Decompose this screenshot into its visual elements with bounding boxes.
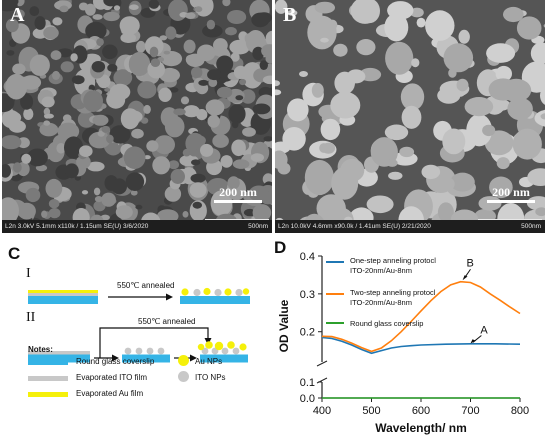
annotation-label: B bbox=[467, 258, 474, 270]
sem-scale-a: 500nm bbox=[248, 223, 268, 230]
legend-label-3: Round glass coverslip bbox=[350, 319, 423, 328]
series-line bbox=[321, 280, 521, 353]
step2-bracket-arrow bbox=[99, 327, 212, 358]
legend-swatch-au-film bbox=[28, 392, 68, 397]
x-tick-label: 700 bbox=[461, 405, 479, 417]
annotation-label: A bbox=[480, 325, 488, 337]
sem-texture-a bbox=[2, 0, 272, 233]
step2-arrow-1 bbox=[94, 354, 119, 362]
legend-swatch-ito-film bbox=[28, 376, 68, 381]
panel-a-letter: A bbox=[10, 4, 25, 26]
panel-c-letter: C bbox=[8, 244, 21, 263]
step2-initial-substrate bbox=[28, 351, 90, 363]
x-tick-label: 400 bbox=[313, 405, 331, 417]
legend-label-2-line2: ITO-20nm/Au-8nm bbox=[350, 298, 412, 307]
series-line bbox=[321, 336, 521, 355]
y-tick-label: 0.2 bbox=[300, 327, 315, 339]
y-tick-label: 0.1 bbox=[300, 377, 315, 389]
x-tick-label: 500 bbox=[362, 405, 380, 417]
x-axis-label: Wavelength/ nm bbox=[375, 421, 467, 435]
x-tick-label: 600 bbox=[412, 405, 430, 417]
process-schematic bbox=[28, 287, 250, 363]
notes-title: Notes: bbox=[28, 345, 53, 354]
legend-label-1-line2: ITO-20nm/Au-8nm bbox=[350, 266, 412, 275]
ruler-a bbox=[205, 215, 269, 220]
legend-label-ito-film: Evaporated ITO film bbox=[76, 373, 147, 382]
legend-label-glass: Round glass coverslip bbox=[76, 357, 155, 366]
panel-b-letter: B bbox=[283, 4, 297, 26]
scale-bar-b: 200 nm bbox=[487, 186, 535, 203]
sem-image-a: A 200 nm L2n 3.0kV 5.1mm x110k / 1.15um … bbox=[2, 0, 272, 233]
axis-break-mark bbox=[316, 360, 328, 367]
step1-arrow bbox=[108, 293, 173, 301]
scale-bar-a-label: 200 nm bbox=[219, 185, 257, 199]
step2-label: 550℃ annealed bbox=[138, 317, 196, 326]
legend-label-au-film: Evaporated Au film bbox=[76, 389, 144, 398]
annotation-arrowhead bbox=[470, 339, 476, 344]
sem-image-b: B 200 nm L2n 10.0kV 4.6mm x90.0k / 1.41u… bbox=[275, 0, 545, 233]
y-tick-label: 0.4 bbox=[300, 251, 315, 263]
sem-info-b: L2n 10.0kV 4.6mm x90.0k / 1.41um SE(U) 2… bbox=[278, 223, 431, 230]
legend-label-au-nps: Au NPs bbox=[195, 357, 223, 366]
legend-swatch-glass bbox=[28, 360, 68, 365]
scale-bar-a: 200 nm bbox=[214, 186, 262, 203]
od-spectrum-chart: 0.2 0.3 0.4 0.0 0.1 400 500 600 700 800 Wavelength… bbox=[277, 251, 529, 435]
scale-bar-b-line bbox=[487, 200, 535, 203]
legend-label-1: One-step anneling protocl bbox=[350, 256, 436, 265]
step2-roman: II bbox=[26, 310, 36, 325]
step2-intermediate-substrate bbox=[122, 347, 170, 363]
scale-bar-a-line bbox=[214, 200, 262, 203]
step1-label: 550℃ annealed bbox=[117, 281, 175, 290]
legend-label-ito-nps: ITO NPs bbox=[195, 373, 226, 382]
sem-texture-b bbox=[275, 0, 545, 233]
step2-final-substrate bbox=[197, 341, 248, 363]
sem-info-bar-a: L2n 3.0kV 5.1mm x110k / 1.15um SE(U) 3/6… bbox=[2, 220, 272, 233]
legend-dot-ito-nps bbox=[178, 371, 189, 382]
legend-dot-au-nps bbox=[178, 355, 189, 366]
scale-bar-b-label: 200 nm bbox=[492, 185, 530, 199]
ruler-b bbox=[478, 215, 542, 220]
sem-scale-b: 500nm bbox=[521, 223, 541, 230]
step1-annealed-substrate bbox=[180, 287, 250, 304]
step1-initial-substrate bbox=[28, 290, 98, 304]
annotation-arrowhead bbox=[462, 275, 468, 281]
y-tick-label: 0.3 bbox=[300, 289, 315, 301]
panel-d-letter: D bbox=[274, 238, 287, 257]
sem-info-bar-b: L2n 10.0kV 4.6mm x90.0k / 1.41um SE(U) 2… bbox=[275, 220, 545, 233]
y-tick-label: 0.0 bbox=[300, 393, 315, 405]
x-tick-label: 800 bbox=[511, 405, 529, 417]
sem-info-a: L2n 3.0kV 5.1mm x110k / 1.15um SE(U) 3/6… bbox=[5, 223, 149, 230]
y-axis-label: OD Value bbox=[277, 299, 291, 352]
step1-roman: I bbox=[26, 266, 31, 281]
legend-label-2: Two-step anneling protocl bbox=[350, 288, 436, 297]
